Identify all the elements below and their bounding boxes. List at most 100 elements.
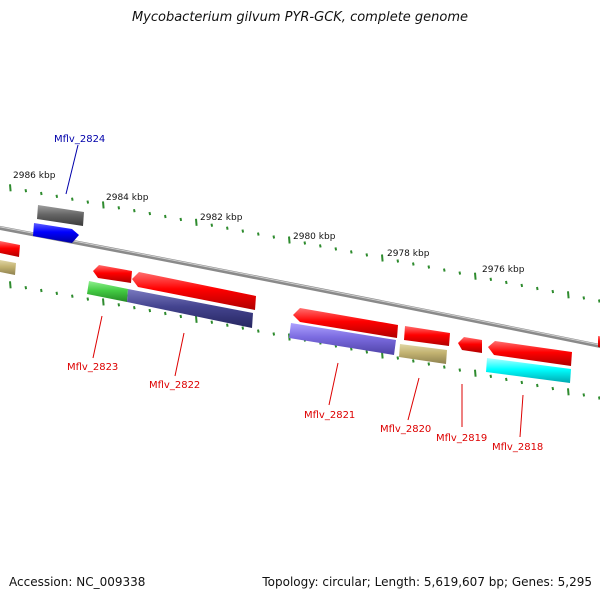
accession-text: Accession: NC_009338 [9,575,146,589]
ruler-label: 2986 kbp [13,171,56,181]
gene-label-mflv-2820[interactable]: Mflv_2820 [380,424,431,435]
minor-tick [148,211,152,216]
gene-mflv-2823-green[interactable] [87,281,128,302]
label-leader-mflv-2818 [519,394,524,438]
gene-mflv-2821-arrow[interactable] [293,308,398,338]
minor-tick [520,380,524,385]
minor-tick [117,206,121,210]
minor-tick [427,265,431,269]
minor-tick [40,288,43,293]
gene-mflv-2822-navy[interactable] [127,289,253,328]
outer-tick-ruler [9,184,600,303]
minor-tick [24,286,28,290]
minor-tick [443,268,446,272]
minor-tick [303,241,307,245]
minor-tick [443,365,446,369]
minor-tick [179,217,183,222]
minor-tick [71,294,74,298]
minor-tick [86,200,90,204]
ruler-label: 2976 kbp [482,265,525,275]
gene-mflv-2822-arrow[interactable] [132,272,256,310]
minor-tick [148,308,152,313]
gene-label-mflv-2818[interactable]: Mflv_2818 [492,442,543,453]
minor-tick [133,306,136,310]
major-tick [102,298,105,306]
gene-mflv-2824-arrow[interactable] [33,223,79,243]
gene-mflv-2821-purple[interactable] [289,323,396,355]
gene-edge-tan[interactable] [0,260,16,275]
gene-mflv-2824-grey[interactable] [37,205,84,226]
minor-tick [226,323,229,327]
minor-tick [86,297,90,301]
minor-tick [396,259,400,263]
label-leader-mflv-2824 [65,144,79,195]
minor-tick [551,289,555,294]
minor-tick [350,250,353,254]
minor-tick [164,311,167,316]
minor-tick [458,368,462,372]
major-tick [381,254,384,262]
minor-tick [24,189,28,193]
minor-tick [520,283,524,288]
minor-tick [179,314,183,319]
minor-tick [257,329,260,333]
major-tick [195,315,198,323]
gene-label-mflv-2819[interactable]: Mflv_2819 [436,433,487,444]
minor-tick [319,244,322,248]
label-leader-mflv-2822 [174,332,185,377]
gene-mflv-2820-tan[interactable] [399,344,447,364]
major-tick [9,281,12,289]
map-title: Mycobacterium gilvum PYR-GCK, complete g… [131,10,469,25]
major-tick [567,388,570,396]
major-tick [474,272,477,280]
minor-tick [489,374,493,378]
minor-tick [241,229,245,233]
gene-label-mflv-2821[interactable]: Mflv_2821 [304,410,355,421]
minor-tick [241,326,245,330]
minor-tick [505,280,508,285]
gene-label-mflv-2824[interactable]: Mflv_2824 [54,134,105,145]
major-tick [288,236,291,244]
major-tick [567,291,570,299]
minor-tick [210,320,214,324]
ruler-label: 2984 kbp [106,193,149,203]
major-tick [9,184,12,192]
minor-tick [334,247,338,251]
gene-mflv-2819-arrow[interactable] [458,337,482,353]
gene-mflv-2823-arrow[interactable] [93,265,132,283]
gene-mflv-2820-arrow[interactable] [404,326,450,346]
minor-tick [412,359,415,363]
minor-tick [117,303,121,307]
ruler-label: 2982 kbp [200,213,243,223]
minor-tick [40,191,43,196]
minor-tick [257,232,260,236]
minor-tick [133,209,136,213]
minor-tick [489,277,493,281]
minor-tick [396,356,400,360]
label-leader-mflv-2823 [92,315,103,359]
ruler-label: 2978 kbp [387,249,430,259]
gene-mflv-2818-arrow[interactable] [488,341,572,366]
gene-label-mflv-2823[interactable]: Mflv_2823 [67,362,118,373]
minor-tick [55,194,59,198]
minor-tick [536,383,539,388]
minor-tick [71,197,74,201]
minor-tick [551,386,555,391]
genome-info-text: Topology: circular; Length: 5,619,607 bp… [262,575,592,589]
genome-backbone-highlight [0,226,600,346]
minor-tick [365,253,369,257]
minor-tick [505,377,508,382]
minor-tick [55,291,59,295]
major-tick [195,218,198,226]
label-leader-mflv-2820 [407,377,420,421]
minor-tick [164,214,167,219]
minor-tick [226,226,229,230]
gene-edge-red[interactable] [0,241,20,257]
gene-label-mflv-2822[interactable]: Mflv_2822 [149,380,200,391]
genome-backbone [0,225,600,349]
major-tick [102,201,105,209]
minor-tick [582,393,586,397]
minor-tick [427,362,431,366]
gene-mflv-2818-cyan[interactable] [486,358,571,383]
